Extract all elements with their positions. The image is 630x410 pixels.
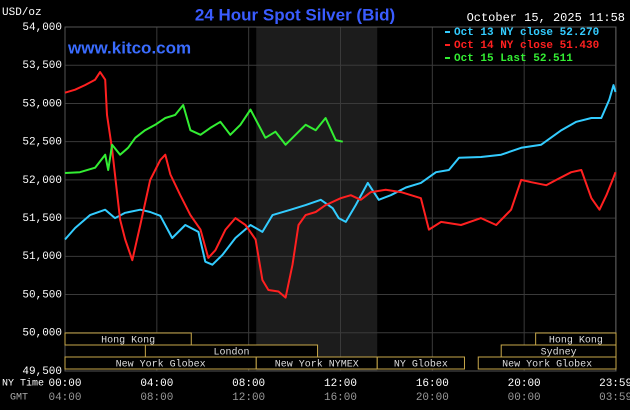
x-tick-label: 08:00 <box>232 378 265 390</box>
x2-tick-label: 20:00 <box>416 392 449 404</box>
y-tick-label: 50,500 <box>22 289 62 301</box>
y-axis-label: USD/oz <box>2 7 42 19</box>
legend-label: Oct 15 Last 52.511 <box>454 53 573 65</box>
y-tick-label: 51,500 <box>22 213 62 225</box>
session-label: Hong Kong <box>549 336 603 347</box>
x-tick-label: 00:00 <box>48 378 81 390</box>
x2-tick-label: 00:00 <box>508 392 541 404</box>
y-tick-label: 52,000 <box>22 175 62 187</box>
x-axis-label: NY Time <box>2 378 44 390</box>
y-tick-label: 52,500 <box>22 137 62 149</box>
x2-axis-label: GMT <box>10 393 28 404</box>
session-box <box>376 356 465 370</box>
y-tick-label: 50,000 <box>22 328 62 340</box>
x2-tick-label: 03:59 <box>599 392 630 404</box>
session-box <box>64 332 192 346</box>
series-line <box>64 104 344 174</box>
y-tick-label: 49,500 <box>22 366 62 378</box>
session-label: NY Globex <box>394 359 448 371</box>
y-tick-label: 54,000 <box>22 22 62 34</box>
y-tick-label: 53,500 <box>22 60 62 72</box>
session-label: New York NYMEX <box>275 359 359 371</box>
plot-frame <box>64 26 617 372</box>
legend-label: Oct 14 NY close 51.430 <box>454 40 599 52</box>
x2-tick-label: 12:00 <box>232 392 265 404</box>
x2-tick-label: 16:00 <box>324 392 357 404</box>
session-label: Sydney <box>541 347 577 359</box>
watermark: www.kitco.com <box>67 38 191 57</box>
x-tick-label: 20:00 <box>508 378 541 390</box>
x2-tick-label: 08:00 <box>140 392 173 404</box>
session-label: New York Globex <box>502 359 592 371</box>
y-tick-label: 53,000 <box>22 98 62 110</box>
x-tick-label: 04:00 <box>140 378 173 390</box>
x2-tick-label: 04:00 <box>48 392 81 404</box>
x-tick-label: 12:00 <box>324 378 357 390</box>
session-box <box>477 356 617 370</box>
y-tick-label: 51,000 <box>22 251 62 263</box>
x-tick-label: 16:00 <box>416 378 449 390</box>
series-line <box>64 84 617 266</box>
session-label: New York Globex <box>116 359 206 371</box>
chart-title: 24 Hour Spot Silver (Bid) <box>195 5 395 24</box>
x-tick-label: 23:59 <box>599 378 630 390</box>
chart-date: October 15, 2025 11:58 <box>467 11 625 25</box>
session-label: Hong Kong <box>101 336 155 347</box>
session-label: London <box>213 347 249 359</box>
series-line <box>64 71 617 299</box>
legend-label: Oct 13 NY close 52.270 <box>454 27 599 39</box>
